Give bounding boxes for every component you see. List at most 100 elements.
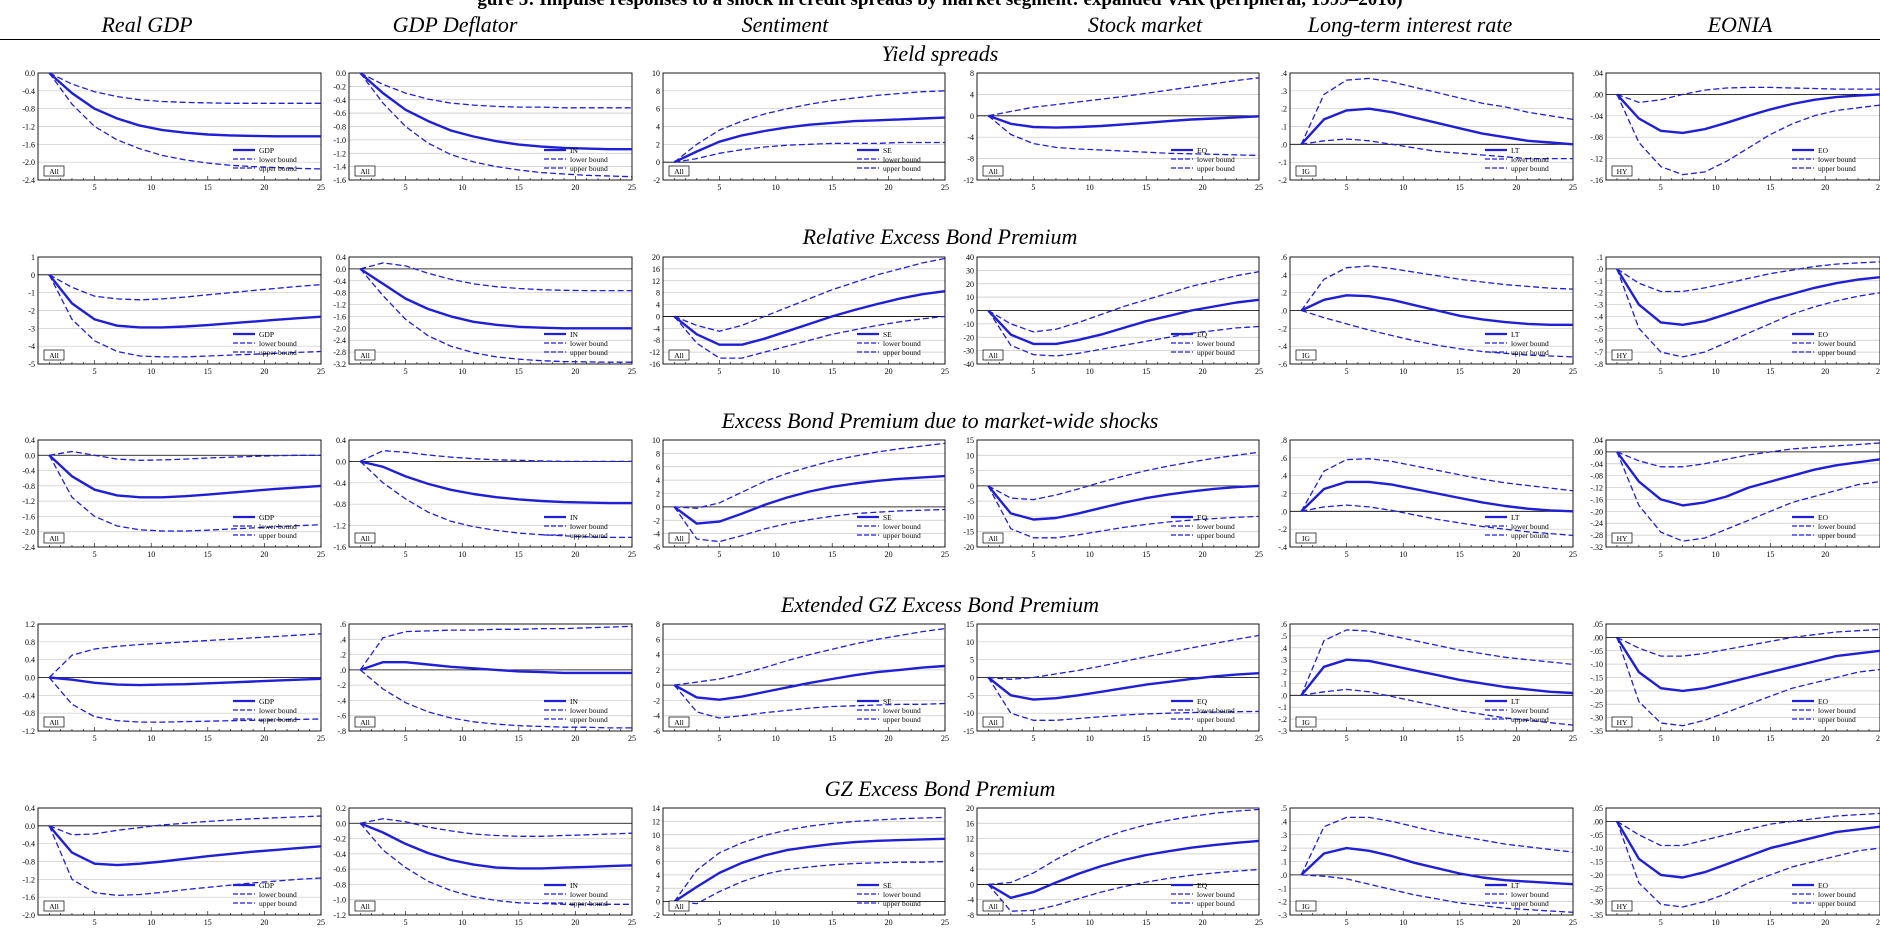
legend-label: SE	[883, 881, 892, 890]
legend-label: lower bound	[1818, 155, 1856, 164]
plot-frame	[37, 72, 322, 181]
x-tick-label: 25	[1569, 550, 1577, 559]
legend-label: IN	[570, 881, 578, 890]
legend-label: SE	[883, 697, 892, 706]
x-tick-label: 20	[260, 367, 268, 376]
plot-frame	[348, 623, 633, 732]
x-tick-label: 25	[941, 918, 949, 927]
y-tick-label: .1	[1597, 253, 1603, 262]
series-lower-bound	[987, 677, 1260, 721]
legend-label: EQ	[1197, 881, 1208, 890]
x-tick-label: 20	[260, 918, 268, 927]
x-tick-label: 5	[717, 550, 721, 559]
y-tick-label: -0.6	[333, 865, 346, 874]
y-tick-label: -0.4	[22, 87, 35, 96]
x-tick-label: 20	[885, 734, 893, 743]
y-tick-label: .0	[1597, 265, 1603, 274]
y-tick-label: .4	[1281, 271, 1287, 280]
tag-label: All	[49, 167, 59, 176]
x-tick-label: 15	[1766, 367, 1774, 376]
y-tick-label: .00	[1593, 633, 1603, 642]
x-tick-label: 25	[1255, 367, 1263, 376]
series-response	[1615, 268, 1880, 326]
x-tick-label: 15	[1142, 550, 1150, 559]
plot-frame	[348, 256, 633, 365]
y-tick-label: -.1	[1594, 277, 1603, 286]
y-tick-label: -0.2	[333, 82, 346, 91]
series-response	[1616, 93, 1880, 135]
row-title-extended-gz-ebp: Extended GZ Excess Bond Premium	[780, 592, 1100, 617]
tag-box	[43, 349, 65, 361]
x-tick-label: 20	[1512, 734, 1520, 743]
y-tick-label: -0.8	[333, 289, 346, 298]
y-tick-label: -6	[653, 543, 660, 552]
y-tick-label: .4	[1281, 817, 1287, 826]
y-tick-label: -20	[963, 333, 974, 342]
legend-label: lower bound	[259, 706, 297, 715]
series-response	[360, 460, 632, 505]
y-tick-label: -10	[963, 512, 974, 521]
x-tick-label: 10	[458, 734, 466, 743]
y-tick-label: -8	[967, 911, 974, 920]
column-header-eonia: EONIA	[1707, 12, 1773, 37]
y-tick-label: 0.0	[336, 457, 346, 466]
x-tick-label: 10	[1712, 367, 1720, 376]
plot-frame	[1289, 72, 1574, 181]
x-tick-label: 25	[628, 367, 636, 376]
y-tick-label: 14	[652, 804, 660, 813]
legend-label: lower bound	[1818, 522, 1856, 531]
legend-label: IN	[570, 146, 578, 155]
y-tick-label: 0	[970, 880, 974, 889]
x-tick-label: 15	[515, 550, 523, 559]
y-tick-label: .6	[1281, 253, 1287, 262]
plot-frame	[348, 439, 633, 548]
tag-label: All	[49, 351, 59, 360]
x-tick-label: 25	[941, 734, 949, 743]
x-tick-label: 20	[571, 918, 579, 927]
legend-label: upper bound	[570, 164, 608, 173]
column-header-real-gdp: Real GDP	[101, 12, 193, 37]
series-response	[673, 474, 946, 525]
y-tick-label: 4	[970, 865, 974, 874]
legend-label: upper bound	[1818, 531, 1856, 540]
series-response	[987, 298, 1260, 346]
chart-excess-bond-premium-due-to-market-wide-shocks-gdp-deflator: 0.4 0.0 -0.4 -0.8 -1.2 -1.6 5 10 15 20 25 All INlowe…	[333, 436, 636, 559]
y-tick-label: -0.4	[333, 96, 346, 105]
series-response	[1300, 107, 1574, 146]
y-tick-label: 0.4	[336, 253, 346, 262]
y-tick-label: .00	[1593, 448, 1603, 457]
tag-box	[354, 349, 376, 361]
x-tick-label: 5	[1031, 183, 1035, 192]
y-tick-label: -.2	[1278, 525, 1287, 534]
x-tick-label: 15	[1766, 734, 1774, 743]
y-tick-label: 12	[652, 277, 660, 286]
y-tick-label: -.1	[1278, 703, 1287, 712]
x-tick-label: 5	[717, 734, 721, 743]
y-tick-label: .00	[1593, 90, 1603, 99]
legend-label: EQ	[1197, 697, 1208, 706]
y-tick-label: -.2	[1594, 289, 1603, 298]
y-tick-label: -.32	[1590, 543, 1603, 552]
series-upper-bound	[360, 450, 632, 463]
y-tick-label: -.35	[1590, 727, 1603, 736]
x-tick-label: 25	[317, 734, 325, 743]
chart-relative-excess-bond-premium-stock-market: 40 30 20 10 0 -10 -20 -30 -40 5 10 15 20 25 All EQlower…	[963, 253, 1263, 376]
y-tick-label: .2	[1281, 490, 1287, 499]
y-tick-label: .6	[1281, 454, 1287, 463]
legend-label: lower bound	[570, 339, 608, 348]
x-tick-label: 15	[515, 183, 523, 192]
y-tick-label: .2	[1281, 105, 1287, 114]
series-lower-bound	[674, 860, 946, 905]
legend-label: EQ	[1197, 513, 1208, 522]
series-response	[1300, 658, 1574, 697]
series-upper-bound	[1300, 629, 1574, 696]
series-upper-bound	[360, 818, 633, 837]
x-tick-label: 20	[1821, 550, 1829, 559]
y-tick-label: 6	[656, 635, 660, 644]
y-tick-label: 4	[656, 476, 660, 485]
y-tick-label: -2	[653, 911, 660, 920]
legend-label: lower bound	[1511, 155, 1549, 164]
y-tick-label: 8	[656, 289, 660, 298]
y-tick-label: -1.6	[22, 140, 35, 149]
